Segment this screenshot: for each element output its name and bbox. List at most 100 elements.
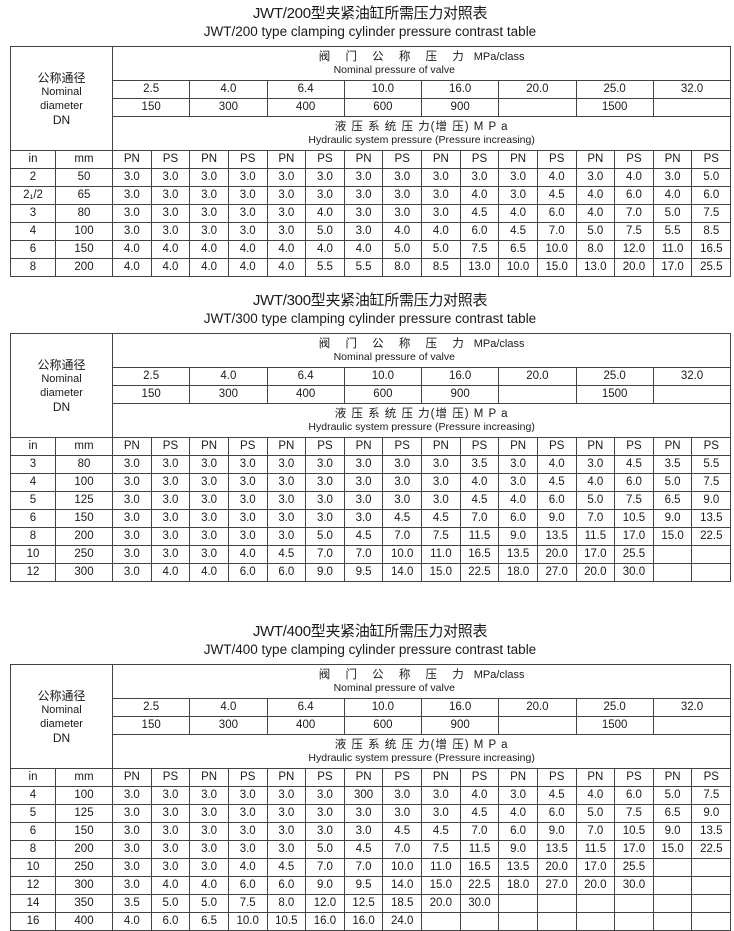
pn-value-cell: 7.0 [575,822,616,841]
pn-value-cell: 3.0 [498,168,538,187]
pn-value-cell: 18.0 [498,876,538,895]
class-cell: 300 [189,716,268,735]
size-in-cell: 14 [10,894,56,913]
ps-header: PS [227,437,268,456]
ps-header: PS [150,150,191,169]
pn-value-cell: 4.0 [189,240,229,259]
ps-value-cell: 22.5 [691,840,732,859]
ps-value-cell [536,894,577,913]
pn-value-cell: 3.0 [421,455,461,474]
pn-value-cell: 3.0 [421,804,461,823]
ps-value-cell: 3.0 [227,509,268,528]
ps-header: PS [227,768,268,787]
pn-value-cell: 7.0 [343,858,384,877]
pn-header: PN [266,437,307,456]
ps-value-cell: 30.0 [614,876,654,895]
ps-value-cell: 4.5 [382,509,423,528]
table-row: 4 100 3.0 3.0 3.0 3.0 3.0 3.0 300 3.0 3.0 4.0 3.0 4.5… [10,786,732,805]
ps-value-cell: 3.0 [382,186,423,205]
pn-header: PN [189,150,229,169]
pn-value-cell: 4.0 [421,222,461,241]
pn-value-cell: 3.0 [112,455,152,474]
pn-value-cell: 3.0 [266,509,307,528]
ps-header: PS [305,150,345,169]
hydraulic-pressure-header: 液 压 系 统 压 力(增 压) M P a Hydraulic system p… [112,734,732,769]
nominal-pressure-cell: 4.0 [189,698,268,717]
table-row: 5 125 3.0 3.0 3.0 3.0 3.0 3.0 3.0 3.0 3.0 4.5 4.0 6.0… [10,491,732,510]
size-mm-cell: 100 [54,222,114,241]
pn-value-cell: 11.0 [652,240,693,259]
size-in-cell: 10 [10,858,56,877]
size-mm-cell: 125 [54,491,114,510]
ps-value-cell: 3.0 [150,822,191,841]
ps-value-cell: 3.0 [150,168,191,187]
ps-value-cell: 13.0 [459,258,500,277]
size-in-cell: 12 [10,876,56,895]
pn-value-cell: 5.0 [575,491,616,510]
ps-value-cell: 9.0 [305,876,345,895]
ps-value-cell: 7.5 [227,894,268,913]
nominal-pressure-cell: 16.0 [421,80,500,99]
pn-value-cell: 12.5 [343,894,384,913]
pn-value-cell: 9.0 [498,840,538,859]
header-row: 公称通径 Nominal diameter DN 阀 门 公 称 压 力 Nominal … [9,333,732,438]
size-in-cell: 2 [10,168,56,187]
pn-value-cell [652,858,693,877]
pn-header: PN [189,437,229,456]
pn-header: PN [266,150,307,169]
pn-value-cell: 4.0 [498,491,538,510]
pn-value-cell: 20.0 [421,894,461,913]
pn-value-cell [652,563,693,582]
nominal-diameter-label: DN [52,112,71,127]
hydraulic-pressure-header: 液 压 系 统 压 力(增 压) M P a Hydraulic system p… [112,403,732,438]
ps-value-cell: 4.5 [614,455,654,474]
hydraulic-pressure-header: 液 压 系 统 压 力(增 压) M P a Hydraulic system p… [112,116,732,151]
pn-value-cell: 3.0 [112,527,152,546]
class-cell [652,716,732,735]
pn-value-cell: 3.0 [343,168,384,187]
size-in-cell: 2₁/2 [10,186,56,205]
pn-header: PN [575,768,616,787]
table-row: 2₁/2 65 3.0 3.0 3.0 3.0 3.0 3.0 3.0 3.0 3.0 4.0 3.0 4… [10,186,732,205]
ps-value-cell: 6.0 [227,563,268,582]
pn-value-cell: 7.5 [421,840,461,859]
table-row: 4 100 3.0 3.0 3.0 3.0 3.0 3.0 3.0 3.0 3.0 4.0 3.0 4.5… [10,473,732,492]
size-in-cell: 3 [10,455,56,474]
column-header-row: in mm PN PS PN PS PN PS PN PS PN PS PN PS PN PS PN PS [10,768,732,787]
nominal-pressure-cell: 32.0 [652,80,732,99]
nominal-pressure-cell: 10.0 [343,367,423,386]
ps-header: PS [382,437,423,456]
ps-value-cell: 9.0 [305,563,345,582]
size-mm-cell: 250 [54,545,114,564]
class-cell: 400 [266,385,345,404]
pn-value-cell: 3.5 [652,455,693,474]
nominal-pressure-cell: 2.5 [112,698,191,717]
ps-value-cell: 12.0 [614,240,654,259]
ps-value-cell: 5.0 [150,894,191,913]
pn-value-cell: 15.0 [652,527,693,546]
size-mm-cell: 150 [54,822,114,841]
ps-value-cell: 7.5 [691,473,732,492]
ps-value-cell: 4.5 [459,204,500,223]
pn-value-cell [652,912,693,931]
size-in-cell: 3 [10,204,56,223]
class-cell: 600 [343,385,423,404]
in-header: in [10,437,56,456]
pn-value-cell: 17.0 [575,858,616,877]
pn-value-cell: 6.0 [266,563,307,582]
ps-value-cell: 4.5 [536,186,577,205]
size-mm-cell: 150 [54,240,114,259]
ps-header: PS [150,437,191,456]
pn-value-cell: 4.0 [575,186,616,205]
ps-value-cell: 3.0 [227,473,268,492]
ps-value-cell: 5.0 [305,222,345,241]
ps-value-cell: 17.0 [614,527,654,546]
pn-value-cell: 3.0 [266,804,307,823]
ps-header: PS [305,768,345,787]
ps-value-cell [691,563,732,582]
size-in-cell: 6 [10,822,56,841]
pressure-table: 公称通径 Nominal diameter DN 阀 门 公 称 压 力 Nominal … [9,333,732,582]
in-header: in [10,150,56,169]
ps-header: PS [614,150,654,169]
pn-value-cell: 3.0 [343,491,384,510]
